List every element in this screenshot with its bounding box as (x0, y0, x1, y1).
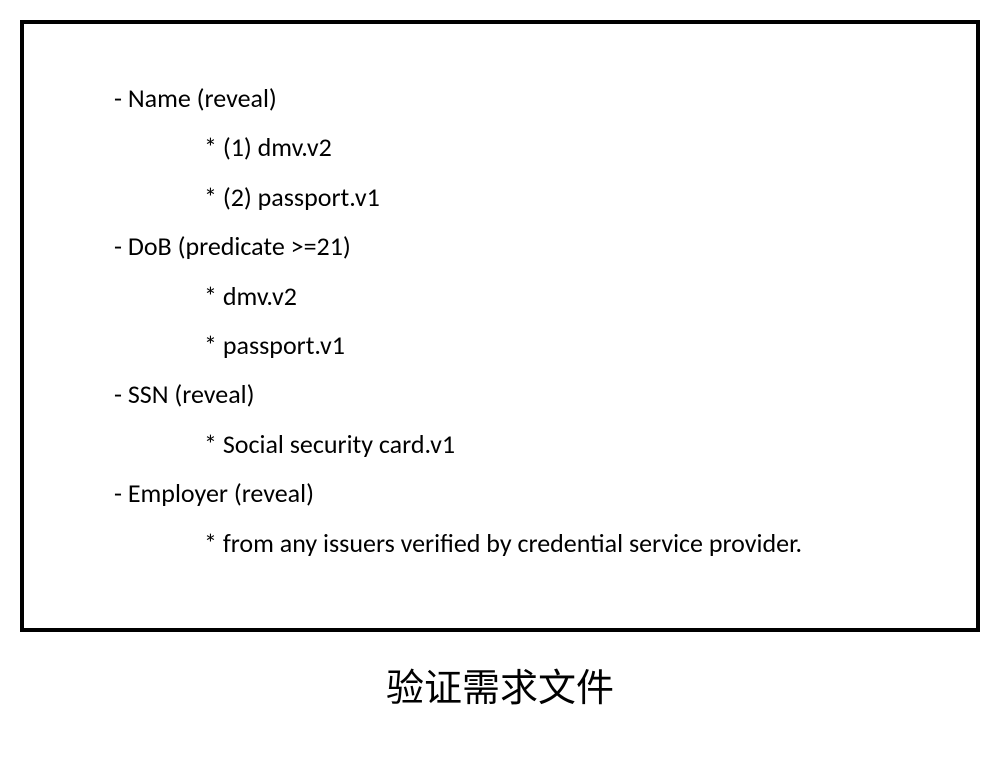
attribute-source: * from any issuers verified by credentia… (84, 519, 936, 568)
attribute-source: * (1) dmv.v2 (84, 123, 936, 172)
attribute-label: - SSN (reveal) (84, 370, 936, 419)
attribute-label: - DoB (predicate >=21) (84, 222, 936, 271)
attribute-source: * passport.v1 (84, 321, 936, 370)
attribute-source: * (2) passport.v1 (84, 173, 936, 222)
attribute-source: * dmv.v2 (84, 272, 936, 321)
document-caption: 验证需求文件 (20, 657, 980, 712)
attribute-label: - Name (reveal) (84, 74, 936, 123)
verification-requirements-box: - Name (reveal) * (1) dmv.v2 * (2) passp… (20, 20, 980, 632)
attribute-source: * Social security card.v1 (84, 420, 936, 469)
attribute-label: - Employer (reveal) (84, 469, 936, 518)
